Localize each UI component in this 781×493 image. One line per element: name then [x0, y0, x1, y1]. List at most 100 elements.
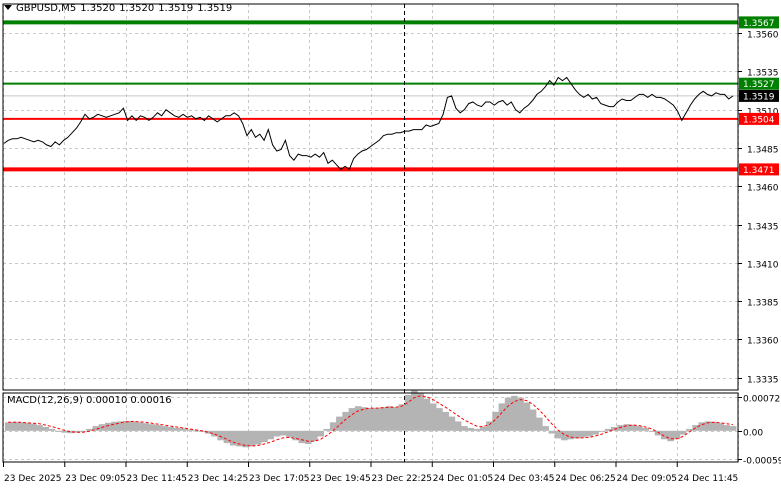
- macd-histogram-bar: [679, 430, 687, 435]
- macd-histogram-bar: [354, 406, 362, 431]
- y-tick-label: 1.3410: [747, 261, 779, 271]
- x-tick-label: 23 Dec 11:45: [127, 474, 188, 484]
- macd-histogram-bar: [461, 426, 468, 431]
- macd-histogram-bar: [123, 420, 131, 431]
- macd-histogram-bar: [367, 408, 374, 431]
- macd-histogram-bar: [492, 411, 499, 431]
- x-tick-label: 23 Dec 2025: [4, 474, 62, 484]
- macd-histogram-bar: [386, 406, 393, 431]
- macd-histogram-bar: [729, 426, 737, 431]
- macd-histogram-bar: [429, 403, 437, 431]
- macd-histogram-bar: [573, 430, 581, 439]
- macd-histogram-bar: [186, 429, 193, 431]
- macd-histogram-bar: [92, 426, 100, 431]
- macd-histogram-bar: [442, 411, 449, 431]
- x-tick-label: 23 Dec 14:25: [188, 474, 249, 484]
- y-tick-label: 1.3485: [747, 146, 779, 156]
- macd-histogram-bar: [467, 428, 474, 431]
- macd-histogram-bar: [479, 427, 487, 431]
- macd-histogram-bar: [336, 416, 343, 431]
- macd-histogram-bar: [217, 430, 224, 441]
- macd-histogram-bar: [304, 430, 312, 444]
- macd-histogram-bar: [536, 417, 543, 431]
- macd-histogram-bar: [667, 430, 674, 442]
- macd-histogram-bar: [686, 428, 693, 431]
- macd-histogram-bar: [111, 421, 118, 431]
- macd-histogram-bar: [279, 430, 287, 436]
- macd-histogram-bar: [173, 428, 181, 431]
- macd-histogram-bar: [417, 393, 424, 431]
- y-tick-label: 1.3535: [747, 69, 779, 79]
- price-tag-label: 1.3519: [743, 92, 775, 102]
- macd-histogram-bar: [673, 430, 681, 440]
- macd-histogram-bar: [567, 430, 574, 440]
- macd-histogram-bar: [286, 430, 293, 438]
- macd-histogram-bar: [436, 408, 443, 431]
- macd-histogram-bar: [373, 408, 381, 431]
- macd-histogram-bar: [136, 422, 143, 431]
- axes: 1.3560 1.3535 1.3510 1.3485 1.3460 1.3435 1.34…: [2, 3, 781, 484]
- macd-histogram-bar: [148, 424, 156, 431]
- macd-histogram-bar: [142, 423, 150, 431]
- macd-histogram-bar: [80, 430, 87, 432]
- x-tick-label: 24 Dec 01:05: [433, 474, 494, 484]
- macd-histogram-bar: [523, 402, 531, 431]
- macd-histogram-bar: [511, 395, 518, 431]
- macd-histogram-bar: [379, 407, 387, 431]
- macd-histogram-bar: [11, 421, 18, 431]
- macd-histogram-bar: [298, 430, 306, 444]
- macd-indicator: [5, 390, 737, 448]
- macd-histogram-bar: [629, 424, 637, 431]
- macd-histogram-bar: [711, 421, 718, 431]
- macd-histogram-bar: [48, 428, 56, 431]
- grid: [3, 4, 739, 462]
- macd-histogram-bar: [448, 416, 456, 431]
- macd-histogram-bar: [273, 430, 281, 437]
- macd-histogram-bar: [254, 430, 262, 445]
- macd-histogram-bar: [698, 422, 706, 431]
- dropdown-triangle-icon[interactable]: [4, 5, 12, 10]
- macd-histogram-bar: [561, 430, 568, 441]
- macd-histogram-bar: [623, 424, 631, 431]
- macd-histogram-bar: [486, 421, 493, 431]
- macd-label: MACD(12,26,9): [7, 395, 83, 406]
- price-level-tags: 1.3567 1.3527 1.3519 1.3504 1.3471: [739, 16, 779, 176]
- macd-histogram-bar: [586, 430, 593, 437]
- macd-histogram-bar: [311, 430, 318, 442]
- macd-histogram-bar: [554, 430, 562, 439]
- macd-histogram-bar: [542, 426, 549, 431]
- y-tick-label: 1.3560: [747, 31, 779, 41]
- macd-histogram-bar: [517, 397, 524, 431]
- price-tag-label: 1.3527: [743, 80, 775, 90]
- macd-histogram-bar: [179, 428, 187, 431]
- macd-histogram-bar: [248, 430, 256, 447]
- macd-histogram-bar: [5, 422, 12, 431]
- price-tag-label: 1.3567: [743, 19, 775, 29]
- symbol-name: GBPUSD,M5: [16, 3, 77, 14]
- macd-histogram-bar: [704, 421, 712, 431]
- macd-histogram-bar: [130, 421, 137, 431]
- macd-histogram-bar: [598, 430, 606, 432]
- macd-histogram-bar: [161, 426, 168, 431]
- macd-histogram-bar: [36, 425, 43, 431]
- macd-signal-line: [8, 395, 733, 447]
- x-tick-label: 24 Dec 03:45: [494, 474, 555, 484]
- price-line: [3, 76, 734, 171]
- price-tag-1.3504: [739, 112, 779, 125]
- high-value: 1.3520: [119, 3, 155, 14]
- y-tick-label: 1.3435: [747, 223, 779, 233]
- macd-histogram-bar: [454, 421, 462, 431]
- y-tick-label: 1.3510: [747, 108, 779, 118]
- macd-histogram-bar: [636, 426, 643, 431]
- macd-histogram-bar: [398, 404, 406, 431]
- macd-histogram-bar: [17, 422, 25, 431]
- macd-histogram-bar: [404, 394, 412, 431]
- macd-histogram-bar: [498, 403, 506, 431]
- macd-histogram-bar: [242, 430, 249, 448]
- macd-histogram-bar: [323, 428, 331, 431]
- macd-histogram-bar: [229, 430, 237, 446]
- price-tag-1.3527: [739, 77, 779, 90]
- macd-histogram-bar: [361, 407, 368, 431]
